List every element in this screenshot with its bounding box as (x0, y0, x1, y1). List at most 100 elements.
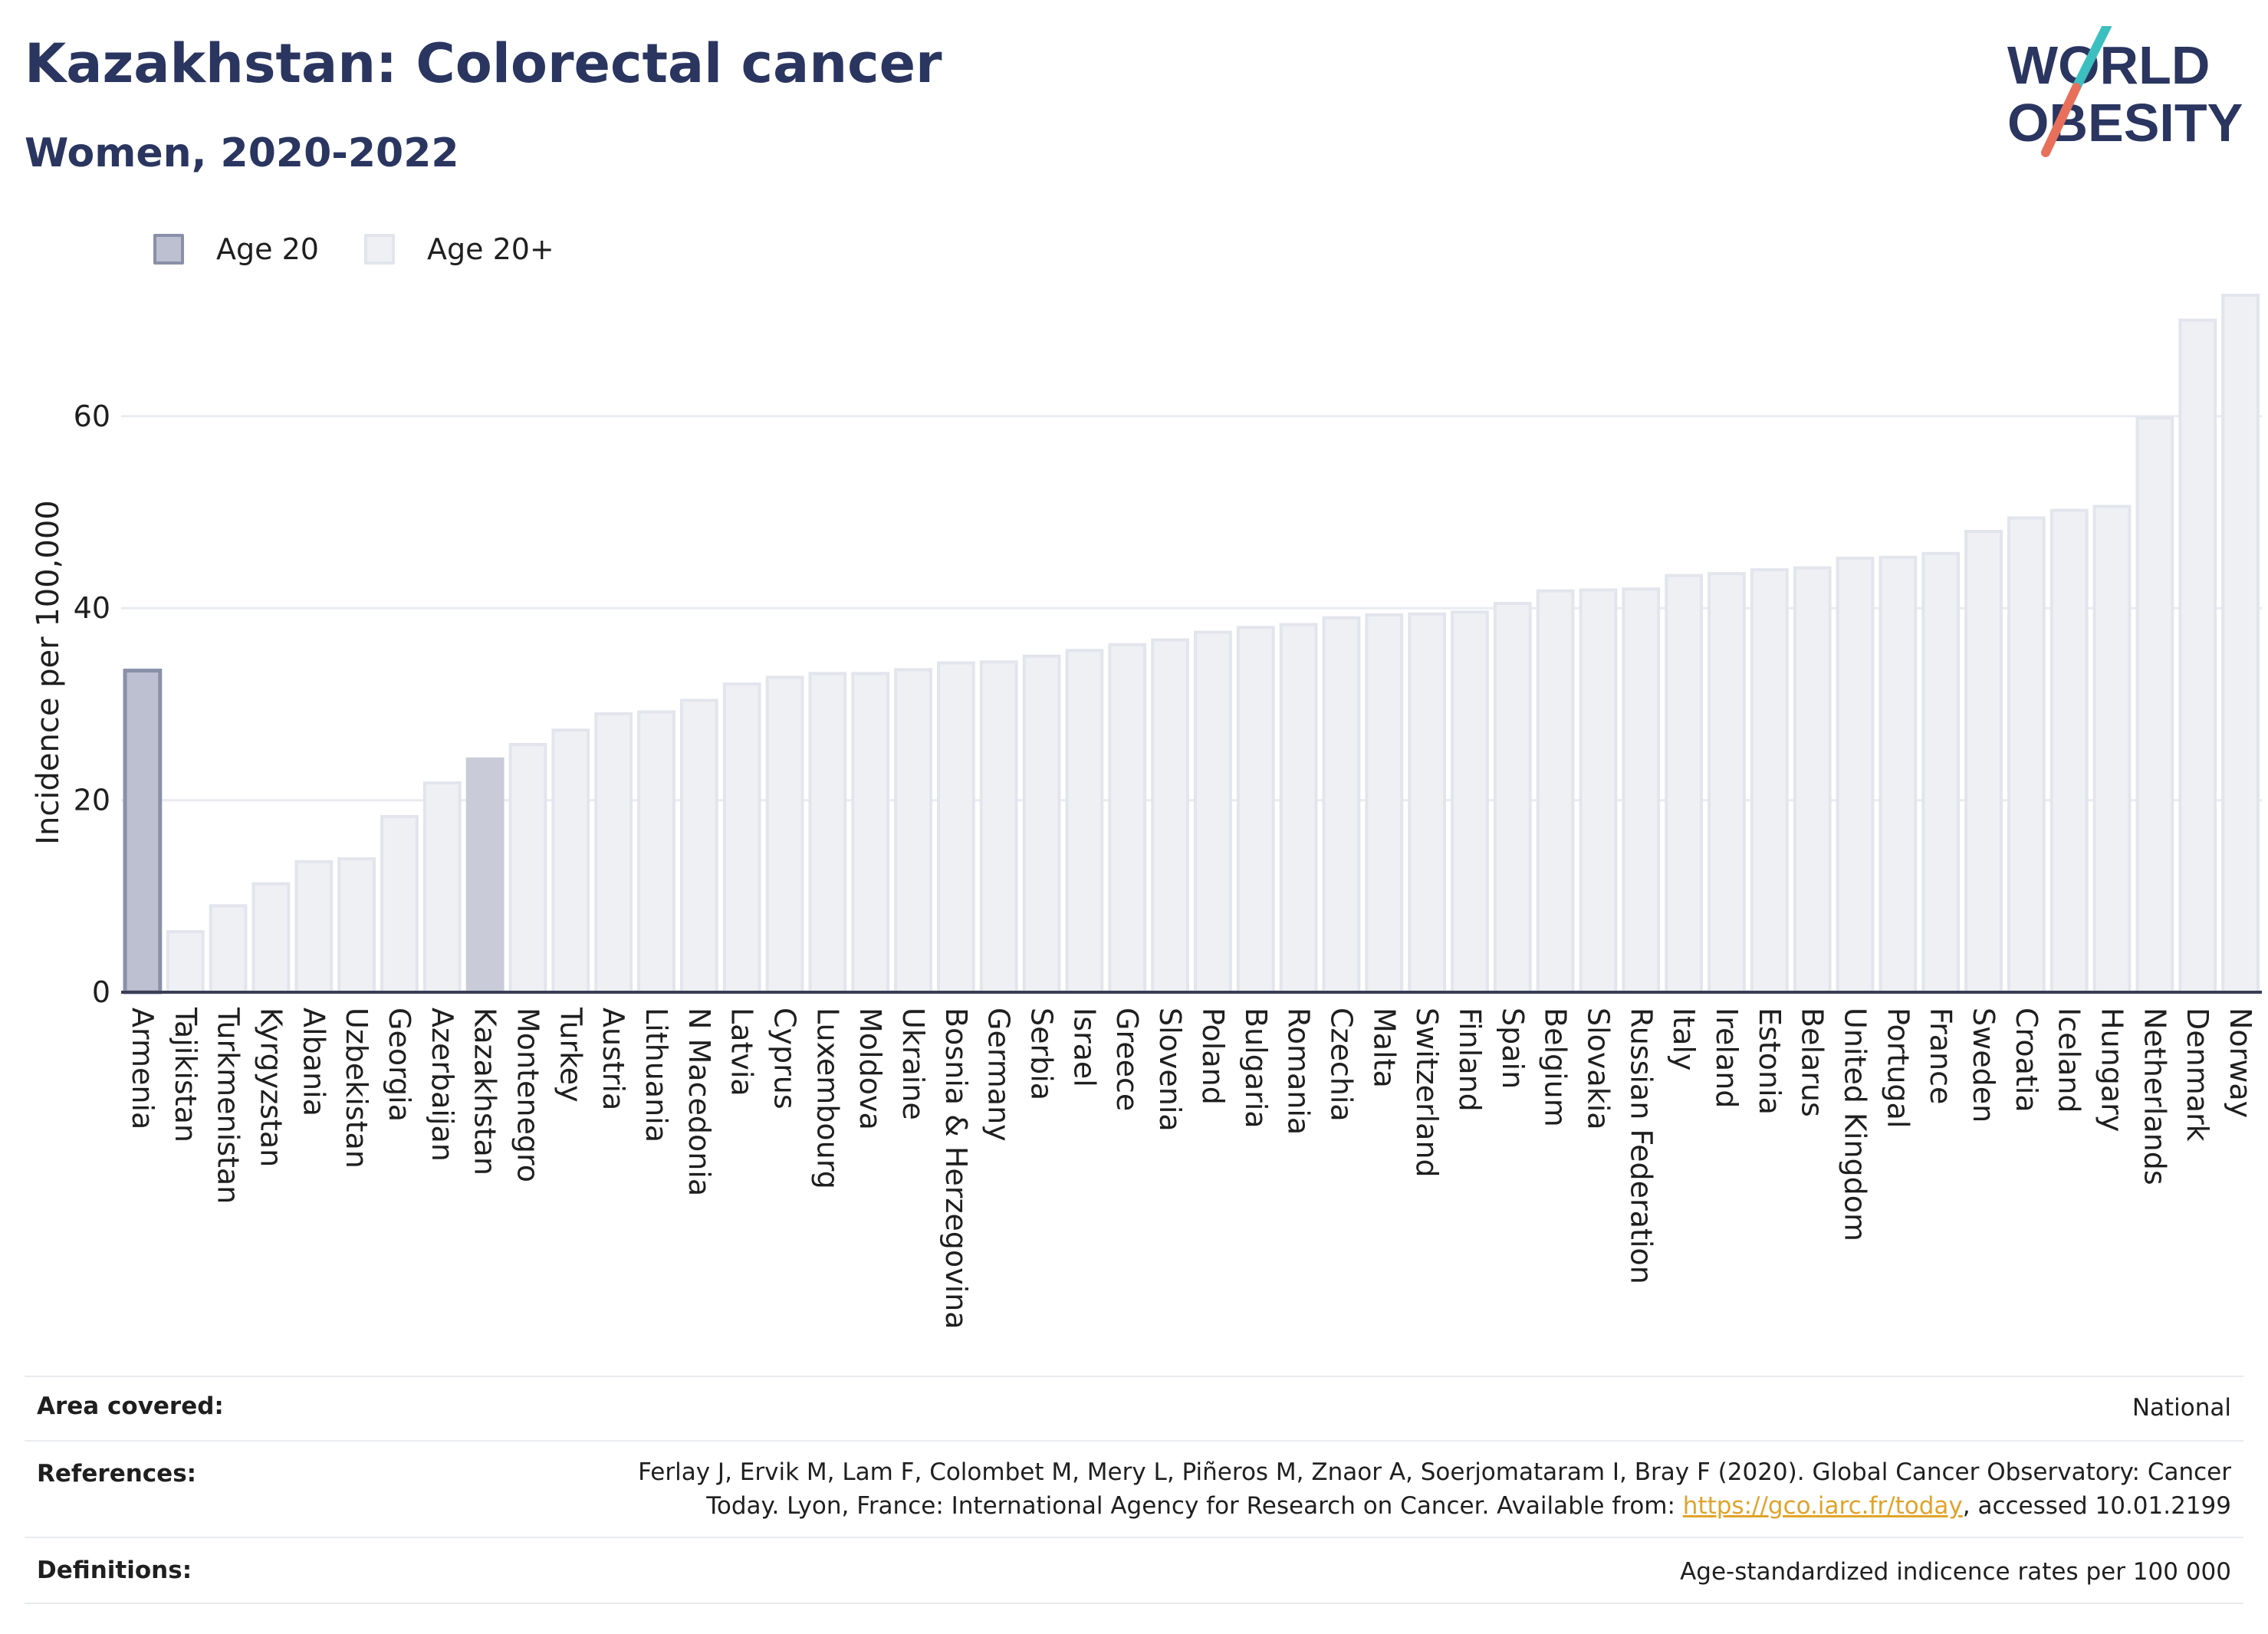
bar-france (1921, 551, 1961, 994)
references-line2-pre: Today. Lyon, France: International Agenc… (706, 1492, 1683, 1520)
info-row-area: Area covered: National (25, 1377, 2243, 1442)
x-tick-label-romania: Romania (1282, 1008, 1316, 1135)
x-tick-label-ireland: Ireland (1710, 1008, 1744, 1108)
bar-malta (1365, 613, 1404, 994)
x-tick-label-russian-federation: Russian Federation (1624, 1008, 1658, 1284)
legend-item-age-20[interactable]: Age 20 (153, 230, 319, 268)
bar-kazakhstan (465, 757, 505, 994)
legend-swatch-age-20-plus (364, 234, 395, 265)
legend-item-age-20-plus[interactable]: Age 20+ (364, 230, 554, 268)
bar-united-kingdom (1836, 557, 1875, 994)
bar-turkey (551, 728, 590, 994)
x-tick-label-austria: Austria (597, 1008, 630, 1110)
bar-sweden (1964, 530, 2003, 995)
x-tick-label-kyrgyzstan: Kyrgyzstan (254, 1008, 288, 1167)
y-tick-label-20: 20 (74, 784, 110, 817)
bar-norway (2221, 294, 2260, 994)
x-tick-label-slovenia: Slovenia (1153, 1008, 1187, 1132)
bar-armenia (123, 669, 163, 995)
chart-subtitle: Women, 2020-2022 (25, 130, 459, 176)
legend-swatch-age-20 (153, 234, 184, 265)
bar-moldova (851, 672, 890, 994)
x-tick-label-montenegro: Montenegro (511, 1008, 544, 1182)
x-tick-label-hungary: Hungary (2095, 1008, 2129, 1132)
area-covered-value: National (2132, 1394, 2231, 1422)
x-tick-label-finland: Finland (1453, 1008, 1487, 1112)
x-tick-label-albania: Albania (297, 1008, 330, 1116)
references-line2: Today. Lyon, France: International Agenc… (638, 1489, 2231, 1523)
bar-russian-federation (1622, 587, 1661, 995)
legend-label-age-20: Age 20 (216, 232, 319, 266)
bar-hungary (2092, 505, 2132, 994)
bar-n-macedonia (679, 699, 718, 995)
definitions-value: Age-standardized indicence rates per 100… (1680, 1558, 2231, 1586)
bar-chart: 0 20 40 60 Incidence per 100,000 Armenia Tajik… (31, 294, 2262, 1330)
bar-serbia (1022, 654, 1061, 994)
bar-azerbaijan (422, 781, 462, 994)
bar-uzbekistan (337, 856, 376, 994)
bar-czechia (1322, 616, 1361, 994)
bar-poland (1194, 630, 1232, 994)
bar-georgia (380, 814, 419, 994)
x-tick-label-bosnia-herzegovina: Bosnia & Herzegovina (939, 1008, 973, 1330)
x-tick-label-slovakia: Slovakia (1581, 1008, 1615, 1130)
y-tick-label-0: 0 (92, 975, 110, 1009)
info-row-definitions: Definitions: Age-standardized indicence … (25, 1538, 2243, 1604)
legend-label-age-20-plus: Age 20+ (427, 232, 554, 266)
x-tick-label-czechia: Czechia (1324, 1008, 1358, 1122)
x-tick-label-poland: Poland (1196, 1008, 1230, 1105)
x-tick-label-turkey: Turkey (554, 1007, 587, 1103)
x-tick-label-netherlands: Netherlands (2138, 1008, 2171, 1185)
info-table: Area covered: National References: Ferla… (25, 1376, 2243, 1604)
bar-estonia (1750, 568, 1789, 994)
x-tick-label-cyprus: Cyprus (768, 1008, 802, 1110)
x-tick-label-denmark: Denmark (2181, 1008, 2214, 1142)
bar-germany (979, 660, 1018, 994)
x-tick-label-kazakhstan: Kazakhstan (468, 1008, 502, 1175)
bar-finland (1451, 610, 1489, 994)
references-line2-post: , accessed 10.01.2199 (1962, 1492, 2231, 1520)
x-tick-label-latvia: Latvia (725, 1008, 759, 1096)
bar-switzerland (1408, 612, 1447, 994)
x-tick-label-norway: Norway (2224, 1008, 2257, 1118)
bar-kyrgyzstan (251, 882, 291, 995)
x-tick-label-luxembourg: Luxembourg (810, 1008, 844, 1189)
bar-ukraine (894, 668, 932, 994)
x-tick-label-portugal: Portugal (1881, 1008, 1915, 1128)
x-tick-label-armenia: Armenia (126, 1008, 159, 1129)
references-link[interactable]: https://gco.iarc.fr/today (1682, 1492, 1963, 1520)
bar-austria (594, 712, 633, 994)
info-row-references: References: Ferlay J, Ervik M, Lam F, Co… (25, 1442, 2243, 1538)
bar-slovakia (1579, 588, 1618, 994)
bar-croatia (2007, 516, 2046, 994)
bar-netherlands (2135, 416, 2174, 994)
x-tick-label-iceland: Iceland (2053, 1008, 2086, 1113)
bar-belarus (1793, 566, 1832, 994)
x-tick-label-bulgaria: Bulgaria (1239, 1008, 1273, 1129)
x-tick-label-azerbaijan: Azerbaijan (426, 1008, 459, 1162)
bar-denmark (2178, 318, 2217, 994)
y-tick-label-40: 40 (74, 591, 110, 625)
logo-slash-coral (2041, 83, 2081, 157)
x-tick-label-estonia: Estonia (1753, 1008, 1786, 1115)
x-tick-label-tajikistan: Tajikistan (169, 1007, 202, 1142)
x-tick-label-moldova: Moldova (853, 1008, 887, 1130)
bar-israel (1065, 649, 1104, 994)
logo-text-line1: WORLD (2007, 35, 2210, 95)
area-covered-key: Area covered: (37, 1392, 224, 1420)
bar-bosnia-herzegovina (936, 661, 975, 994)
y-axis-title: Incidence per 100,000 (31, 500, 66, 845)
bar-slovenia (1151, 638, 1189, 994)
references-key: References: (37, 1460, 197, 1488)
bar-cyprus (765, 676, 804, 994)
bar-latvia (722, 682, 761, 994)
bar-montenegro (508, 742, 547, 994)
x-tick-label-israel: Israel (1067, 1008, 1101, 1087)
x-tick-label-greece: Greece (1110, 1008, 1144, 1111)
references-line1: Ferlay J, Ervik M, Lam F, Colombet M, Me… (638, 1458, 2231, 1486)
x-tick-label-georgia: Georgia (383, 1008, 416, 1122)
x-tick-label-belarus: Belarus (1796, 1008, 1829, 1117)
x-tick-label-sweden: Sweden (1967, 1008, 2000, 1123)
x-tick-label-ukraine: Ukraine (896, 1008, 930, 1120)
world-obesity-logo: WORLD OBESITY (2007, 26, 2243, 157)
